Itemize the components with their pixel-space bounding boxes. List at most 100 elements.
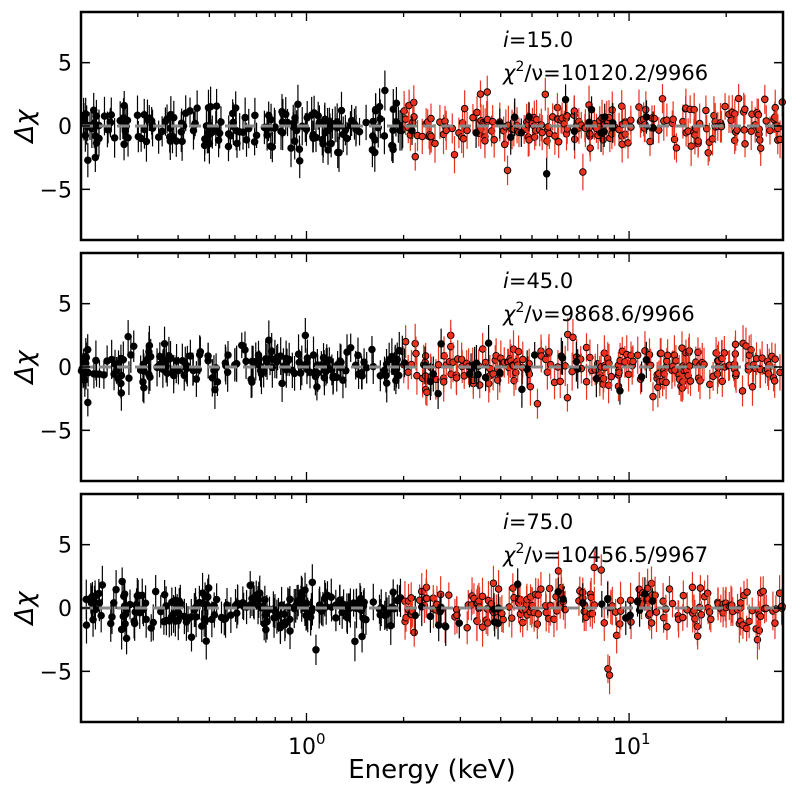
high-energy-point [488, 117, 497, 126]
high-energy-point [662, 378, 670, 387]
panel-1-chi2: χ2/ν=10120.2/9966 [502, 59, 708, 85]
low-energy-point [262, 625, 270, 634]
low-energy-point [426, 612, 435, 621]
panel-3-chi-symbol: χ [502, 543, 517, 567]
low-energy-point [324, 146, 332, 154]
low-energy-point [112, 585, 120, 594]
low-energy-point [84, 398, 92, 407]
high-energy-point [586, 144, 594, 152]
high-energy-point [685, 362, 694, 370]
panel-3-chi-sup: 2 [515, 541, 524, 557]
high-energy-point [484, 379, 493, 388]
high-energy-point [721, 102, 729, 111]
high-energy-point [533, 399, 542, 408]
low-energy-point [212, 102, 221, 110]
high-energy-point [629, 357, 637, 366]
high-energy-point [541, 90, 550, 99]
high-energy-point [404, 368, 412, 376]
low-energy-point [252, 131, 261, 140]
high-energy-point [693, 632, 702, 640]
high-energy-point [665, 585, 674, 593]
low-energy-point [626, 611, 634, 620]
low-energy-point [313, 369, 322, 377]
low-energy-point [124, 332, 132, 341]
low-energy-point [411, 611, 419, 620]
panel-1-points [79, 70, 787, 191]
low-energy-point [186, 352, 195, 360]
high-energy-point [427, 132, 435, 141]
panel-2-points [77, 317, 784, 419]
low-energy-point [354, 351, 362, 360]
panel-3-ylabel: Δχ [10, 590, 40, 627]
high-energy-point [707, 615, 715, 623]
high-energy-point [702, 124, 711, 133]
low-energy-point [92, 356, 100, 365]
high-energy-point [587, 593, 595, 602]
high-energy-point [727, 116, 735, 125]
low-energy-point [312, 133, 320, 142]
high-energy-point [537, 585, 545, 593]
low-energy-point [337, 106, 346, 115]
low-energy-point [286, 627, 294, 635]
low-energy-point [231, 104, 240, 112]
low-energy-point [287, 144, 295, 152]
low-energy-point [484, 339, 493, 347]
low-energy-point [211, 385, 219, 394]
low-energy-point [362, 118, 370, 127]
low-energy-point [263, 617, 271, 626]
high-energy-point [599, 374, 608, 383]
low-energy-point [146, 373, 154, 381]
panel-2-inclination-value: =45.0 [509, 269, 573, 293]
high-energy-point [499, 615, 507, 624]
panel-1: −5 0 5 Δχ i=15.0 χ2/ν=10120.2/9966 [10, 10, 787, 242]
high-energy-point [756, 136, 764, 144]
low-energy-point [325, 356, 334, 364]
xtick-1-base: 10 [288, 735, 316, 760]
low-energy-point [202, 637, 211, 645]
high-energy-point [569, 333, 577, 342]
low-energy-point [554, 588, 562, 596]
low-energy-point [91, 153, 100, 162]
high-energy-point [526, 382, 535, 391]
panel-2-ytick-label: −5 [40, 419, 72, 444]
high-energy-point [519, 355, 527, 364]
low-energy-point [278, 379, 286, 388]
low-energy-point [142, 615, 150, 624]
low-energy-point [278, 129, 287, 137]
high-energy-point [771, 619, 779, 627]
low-energy-point [572, 357, 581, 366]
panel-2-ytick-label: 0 [58, 356, 72, 381]
low-energy-point [362, 615, 370, 624]
high-energy-point [756, 144, 765, 152]
low-energy-point [224, 351, 232, 359]
low-energy-point [441, 622, 450, 631]
high-energy-point [742, 624, 751, 633]
high-energy-point [754, 111, 763, 119]
high-energy-point [411, 152, 420, 161]
high-energy-point [741, 105, 749, 114]
low-energy-point [158, 127, 166, 136]
low-energy-point [376, 115, 385, 123]
low-energy-point [308, 578, 317, 587]
low-energy-point [82, 621, 91, 629]
panel-2-chi2: χ2/ν=9868.6/9966 [502, 300, 695, 326]
low-energy-point [380, 132, 389, 140]
high-energy-point [476, 90, 485, 98]
low-energy-point [160, 591, 169, 599]
panel-2: −5 0 5 Δχ i=45.0 χ2/ν=9868.6/9966 [10, 251, 785, 483]
high-energy-point [612, 631, 621, 640]
xaxis-label: Energy (keV) [348, 755, 516, 785]
panel-3-chi2: χ2/ν=10456.5/9967 [502, 541, 708, 567]
high-energy-point [460, 104, 469, 113]
high-energy-point [445, 591, 453, 599]
panel-1-ytick-label: 5 [58, 52, 72, 77]
high-energy-point [734, 94, 743, 103]
high-energy-point [410, 628, 418, 637]
low-energy-point [523, 365, 531, 373]
low-energy-point [389, 588, 397, 597]
low-energy-point [600, 113, 609, 121]
high-energy-point [421, 352, 430, 360]
high-energy-point [647, 579, 656, 588]
high-energy-point [463, 624, 471, 632]
high-energy-point [663, 351, 672, 360]
